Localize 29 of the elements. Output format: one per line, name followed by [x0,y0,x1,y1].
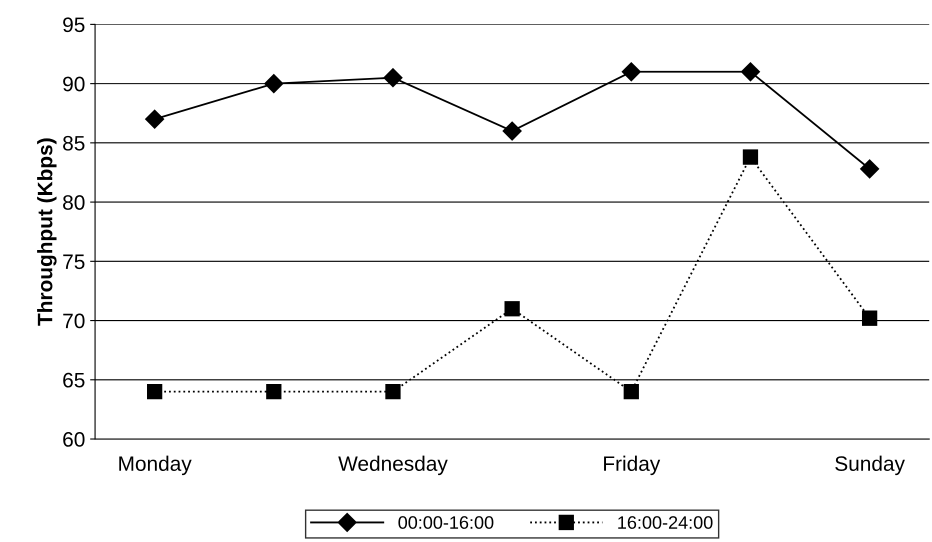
point [742,149,758,165]
point [147,384,162,400]
y-tick-label: 95 [63,17,84,32]
point [740,62,760,82]
y-tick-label: 75 [63,254,84,270]
point [385,384,401,400]
legend-label: 16:00-24:00 [618,516,713,529]
y-tick-label: 85 [63,136,84,151]
y-tick-label: 90 [63,76,85,92]
y-tick-label: 65 [63,372,84,388]
y-tick-label: 70 [63,314,85,328]
point [502,121,522,141]
point [383,68,403,88]
point [860,159,880,178]
legend-label: 00:00-16:00 [398,516,494,529]
x-tick-label: Sunday [835,456,905,476]
y-tick-label: 80 [63,195,85,210]
point [145,110,164,129]
point [264,74,284,94]
y-tick-label: 60 [63,432,85,447]
point [504,301,520,316]
y-axis-title: Throughput (Kbps) [37,138,57,326]
point [622,62,641,82]
point [624,384,639,400]
point [862,310,878,326]
x-tick-label: Wednesday [338,456,448,476]
x-tick-label: Friday [604,456,660,476]
point [266,384,282,400]
x-tick-label: Monday [119,456,192,476]
